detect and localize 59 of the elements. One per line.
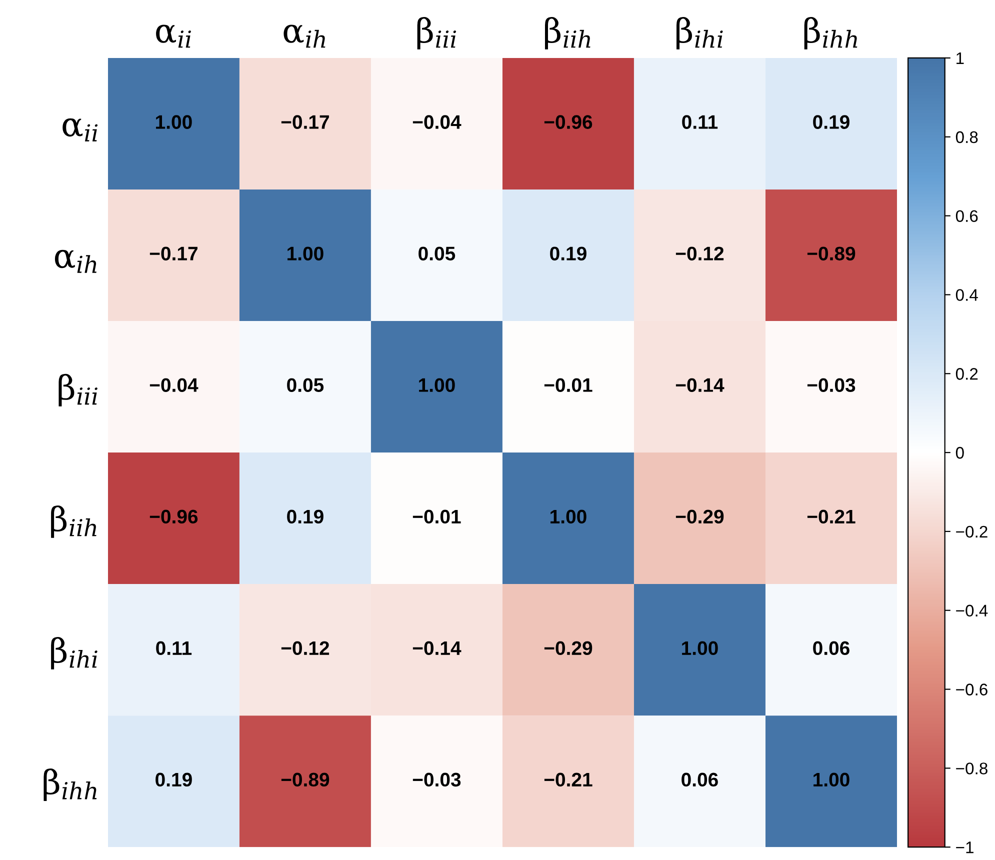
data-label: 0.19 [813,115,850,129]
color-bar-label: −0.6 [956,684,988,696]
data-label: −0.89 [807,246,856,260]
x-tick-label: α$_{ih}$ [284,24,326,48]
y-tick-label: β$_{iih}$ [51,505,96,538]
data-label: −0.29 [544,641,592,656]
data-label: 0.11 [682,115,718,129]
data-label: −0.29 [676,510,724,524]
y-tick-label: β$_{ihi}$ [51,636,98,670]
data-label: −0.96 [150,510,198,524]
data-label: 1.00 [814,772,850,787]
data-label: 1.00 [288,246,324,260]
color-bar-label: −1 [956,842,974,854]
data-label: −0.17 [281,115,329,129]
data-label: −0.14 [676,378,724,392]
x-tick-label: β$_{ihh}$ [804,16,858,50]
data-label: 1.00 [550,510,586,524]
y-tick-label: β$_{ihh}$ [44,768,97,801]
data-label: 0.06 [813,641,850,656]
data-label: −0.14 [412,641,462,656]
data-label: −0.21 [807,510,856,524]
x-tick-label: β$_{ihi}$ [676,16,723,50]
y-tick-label: α$_{ii}$ [62,118,98,142]
color-bar-label: 1 [956,52,964,64]
data-label: 0.11 [156,641,192,656]
data-label: 0.19 [550,246,586,260]
data-label: 0.19 [156,772,192,787]
x-tick-label: β$_{iii}$ [417,16,456,50]
data-label: −0.96 [544,115,592,129]
data-label: −0.12 [281,641,330,656]
data-label: −0.17 [150,246,198,260]
color-bar-label: 0.4 [956,289,978,301]
data-label: 0.05 [287,378,324,392]
data-label: 1.00 [682,641,718,656]
data-label: 0.06 [682,772,718,787]
data-label: −0.04 [150,378,198,392]
x-tick-label: α$_{ii}$ [156,24,191,48]
data-label: −0.21 [544,772,592,787]
y-tick-label: α$_{ih}$ [54,250,96,273]
color-bar-label: −0.2 [956,526,988,538]
x-tick-label: β$_{iih}$ [544,16,590,50]
data-label: −0.89 [281,772,330,787]
data-label: −0.01 [412,510,461,524]
data-label: 1.00 [156,115,192,129]
color-bar-label: −0.4 [956,604,988,617]
color-bar-label: −0.8 [956,762,988,774]
color-bar-label: 0.8 [956,131,978,144]
color-bar-label: 0.6 [956,210,978,222]
color-bar-label: 0.2 [956,368,978,380]
data-label: −0.03 [807,378,856,392]
data-label: 0.05 [418,246,456,260]
data-label: −0.12 [676,246,724,260]
data-label: −0.03 [412,772,461,787]
data-label: 1.00 [419,378,455,392]
data-label: −0.01 [544,378,592,392]
data-label: −0.04 [412,115,462,129]
color-bar-label: 0 [956,446,964,459]
y-tick-label: β$_{iii}$ [58,374,98,406]
data-label: 0.19 [287,510,324,524]
